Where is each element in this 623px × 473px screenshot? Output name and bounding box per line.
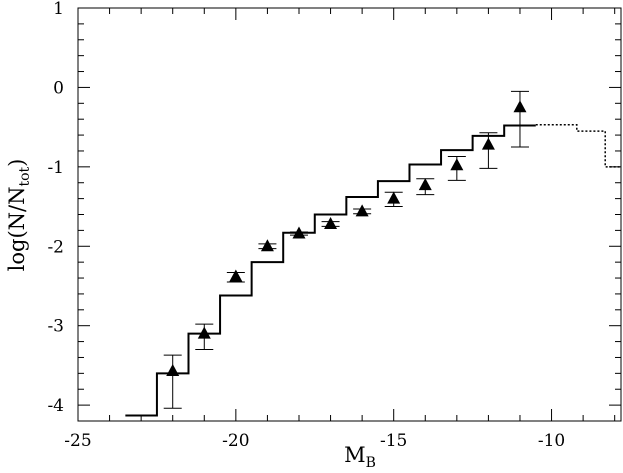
- triangle-marker: [387, 191, 401, 204]
- triangle-marker: [450, 158, 464, 171]
- triangle-marker: [166, 363, 180, 376]
- step-histogram: [125, 124, 536, 417]
- y-label-end: ): [5, 159, 29, 167]
- y-tick-label: -1: [47, 158, 64, 178]
- y-tick-label: -3: [47, 317, 64, 337]
- triangle-marker: [355, 204, 369, 217]
- x-tick-label: -15: [380, 431, 407, 451]
- triangle-marker: [260, 239, 274, 252]
- y-tick-label: 1: [53, 0, 64, 19]
- x-label-sub: B: [366, 455, 376, 471]
- x-tick-label: -10: [538, 431, 565, 451]
- triangle-marker: [513, 100, 527, 113]
- y-tick-label: 0: [53, 78, 64, 98]
- triangle-marker: [324, 217, 338, 230]
- plot-frame: [77, 7, 622, 422]
- y-tick-label: -4: [47, 396, 64, 416]
- triangle-marker: [481, 137, 495, 150]
- y-label-main: log(N/N: [5, 187, 29, 272]
- x-label-main: M: [344, 443, 366, 467]
- y-axis-label: log(N/Ntot): [5, 159, 33, 272]
- x-axis-label: MB: [344, 443, 376, 471]
- y-label-sub: tot: [17, 166, 33, 186]
- step-histogram: [535, 124, 621, 168]
- x-tick-label: -25: [64, 431, 91, 451]
- y-tick-label: -2: [47, 237, 64, 257]
- triangle-marker: [292, 226, 306, 239]
- x-tick-label: -20: [222, 431, 249, 451]
- triangle-marker: [229, 269, 243, 282]
- triangle-marker: [418, 178, 432, 191]
- triangle-marker: [197, 326, 211, 339]
